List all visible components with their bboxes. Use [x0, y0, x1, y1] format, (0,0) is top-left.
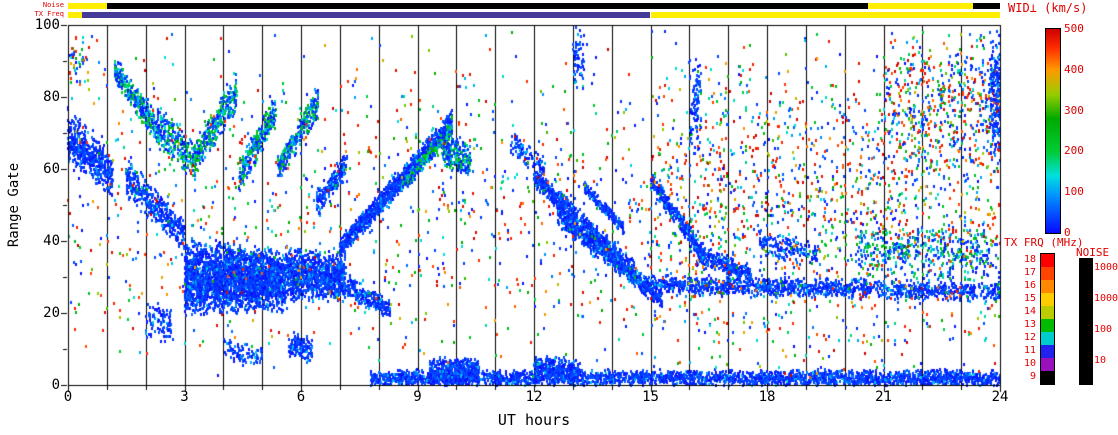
txfreq-indicator-strip — [68, 12, 1000, 18]
strip-segment — [867, 3, 973, 9]
noise-colorbar-title: NOISE — [1076, 246, 1110, 259]
strip-segment — [650, 12, 1000, 18]
txfreq-strip-label: TX Freq — [34, 10, 64, 18]
x-tick-label: 15 — [642, 389, 659, 405]
x-tick-label: 12 — [525, 389, 543, 405]
noise-tick-label: 100 — [1094, 324, 1113, 335]
txfrq-tick-label: 16 — [1023, 280, 1036, 291]
noise-color-block — [1080, 334, 1092, 347]
noise-colorbar — [1079, 258, 1093, 385]
txfrq-color-block — [1041, 358, 1054, 371]
txfrq-tick-label: 14 — [1023, 306, 1036, 317]
noise-tick-label: 1000 — [1094, 293, 1118, 304]
wid-tick-label: 0 — [1064, 226, 1071, 239]
strip-segment — [68, 3, 107, 9]
txfrq-color-block — [1041, 332, 1054, 345]
txfrq-color-block — [1041, 267, 1054, 280]
txfrq-tick-label: 17 — [1023, 267, 1036, 278]
noise-color-block — [1080, 296, 1092, 309]
noise-color-block — [1080, 371, 1092, 384]
txfrq-tick-label: 9 — [1029, 371, 1036, 382]
strip-segment — [106, 3, 868, 9]
wid-colorbar-title: WID⊥ (km/s) — [1008, 1, 1088, 15]
noise-tick-label: 10000 — [1094, 262, 1118, 273]
x-tick-label: 6 — [296, 389, 306, 405]
wid-tick-label: 400 — [1064, 62, 1084, 76]
txfrq-color-block — [1041, 371, 1054, 384]
x-axis-title: UT hours — [497, 411, 571, 429]
txfrq-tick-label: 10 — [1023, 358, 1036, 369]
txfrq-color-block — [1041, 319, 1054, 332]
txfrq-colorbar — [1040, 253, 1055, 385]
wid-tick-label: 200 — [1064, 144, 1084, 158]
wid-tick-label: 300 — [1064, 103, 1084, 117]
noise-color-block — [1080, 309, 1092, 322]
y-tick-label: 80 — [43, 89, 60, 105]
x-tick-label: 0 — [63, 389, 73, 405]
noise-color-block — [1080, 321, 1092, 334]
noise-color-block — [1080, 259, 1092, 272]
wid-colorbar — [1045, 28, 1061, 234]
txfrq-tick-label: 15 — [1023, 293, 1036, 304]
noise-tick-label: 10 — [1094, 355, 1107, 366]
x-tick-label: 24 — [991, 389, 1009, 405]
wid-tick-label: 500 — [1064, 22, 1084, 35]
strip-segment — [68, 12, 82, 18]
txfrq-tick-label: 11 — [1023, 345, 1036, 356]
txfrq-color-block — [1041, 280, 1054, 293]
txfrq-color-block — [1041, 293, 1054, 306]
txfrq-tick-label: 18 — [1023, 254, 1036, 265]
wid-tick-label: 100 — [1064, 185, 1084, 199]
x-tick-label: 9 — [413, 389, 422, 405]
txfrq-color-block — [1041, 345, 1054, 358]
noise-color-block — [1080, 284, 1092, 297]
noise-color-block — [1080, 271, 1092, 284]
strip-segment — [81, 12, 651, 18]
noise-color-block — [1080, 346, 1092, 359]
txfrq-tick-label: 12 — [1023, 332, 1036, 343]
y-tick-label: 20 — [43, 305, 60, 321]
txfrq-color-block — [1041, 254, 1054, 267]
y-tick-label: 100 — [34, 17, 60, 33]
txfrq-colorbar-title: TX FRQ (MHz) — [1004, 236, 1084, 249]
noise-indicator-strip — [68, 3, 1000, 9]
strip-segment — [972, 3, 1000, 9]
txfrq-color-block — [1041, 306, 1054, 319]
y-tick-label: 0 — [51, 377, 60, 393]
noise-color-block — [1080, 359, 1092, 372]
x-tick-label: 3 — [180, 389, 189, 405]
noise-strip-label: Noise — [42, 1, 64, 9]
x-tick-label: 21 — [875, 389, 892, 405]
y-tick-label: 60 — [43, 161, 60, 177]
y-tick-label: 40 — [43, 233, 60, 249]
range-gate-time-canvas — [58, 20, 1010, 398]
x-tick-label: 18 — [758, 389, 776, 405]
txfrq-tick-label: 13 — [1023, 319, 1036, 330]
